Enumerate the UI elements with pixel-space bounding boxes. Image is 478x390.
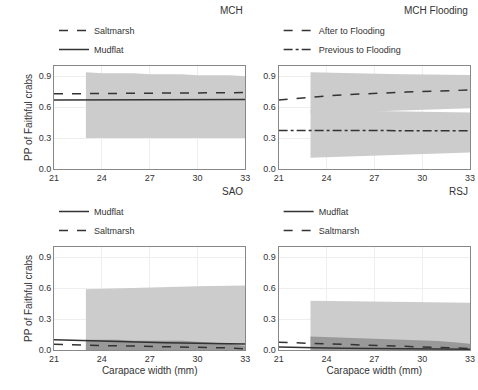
svg-text:0.6: 0.6 [39, 102, 52, 112]
svg-text:0.3: 0.3 [39, 133, 52, 143]
svg-text:33: 33 [240, 354, 250, 364]
svg-text:24: 24 [97, 354, 107, 364]
svg-text:0.9: 0.9 [39, 252, 52, 262]
svg-text:33: 33 [240, 173, 250, 183]
svg-text:0.3: 0.3 [39, 314, 52, 324]
svg-text:24: 24 [321, 354, 331, 364]
svg-text:After to Flooding: After to Flooding [319, 26, 385, 36]
svg-text:PP of Faithful crabs: PP of Faithful crabs [23, 74, 34, 161]
svg-text:Saltmarsh: Saltmarsh [94, 26, 135, 36]
svg-text:0.6: 0.6 [263, 102, 276, 112]
svg-text:21: 21 [49, 354, 59, 364]
svg-text:Carapace width (mm): Carapace width (mm) [327, 365, 423, 376]
svg-text:0.0: 0.0 [263, 345, 276, 355]
svg-text:21: 21 [274, 354, 284, 364]
svg-text:33: 33 [465, 354, 475, 364]
svg-text:Saltmarsh: Saltmarsh [94, 226, 135, 236]
svg-text:0.6: 0.6 [263, 283, 276, 293]
svg-text:0.0: 0.0 [263, 164, 276, 174]
svg-text:21: 21 [274, 173, 284, 183]
svg-text:Mudflat: Mudflat [94, 45, 124, 55]
svg-text:24: 24 [321, 173, 331, 183]
svg-text:27: 27 [369, 354, 379, 364]
svg-text:27: 27 [145, 173, 155, 183]
svg-text:0.0: 0.0 [39, 345, 52, 355]
svg-text:24: 24 [97, 173, 107, 183]
svg-text:PP of Faithful crabs: PP of Faithful crabs [23, 255, 34, 342]
svg-text:30: 30 [193, 354, 203, 364]
svg-text:0.9: 0.9 [263, 71, 276, 81]
svg-text:SAO: SAO [222, 186, 243, 197]
svg-text:MCH Flooding: MCH Flooding [404, 5, 468, 16]
svg-text:30: 30 [193, 173, 203, 183]
svg-text:Carapace width (mm): Carapace width (mm) [102, 365, 198, 376]
svg-text:MCH: MCH [220, 5, 243, 16]
svg-text:Mudflat: Mudflat [94, 207, 124, 217]
svg-text:0.3: 0.3 [263, 314, 276, 324]
svg-text:0.9: 0.9 [39, 71, 52, 81]
svg-text:RSJ: RSJ [449, 186, 468, 197]
svg-text:33: 33 [465, 173, 475, 183]
svg-text:0.9: 0.9 [263, 252, 276, 262]
svg-text:27: 27 [369, 173, 379, 183]
svg-text:Saltmarsh: Saltmarsh [319, 226, 360, 236]
svg-text:30: 30 [417, 173, 427, 183]
svg-text:Mudflat: Mudflat [319, 207, 349, 217]
svg-text:0.0: 0.0 [39, 164, 52, 174]
svg-text:Previous to Flooding: Previous to Flooding [319, 45, 401, 55]
svg-text:0.6: 0.6 [39, 283, 52, 293]
svg-text:21: 21 [49, 173, 59, 183]
svg-text:30: 30 [417, 354, 427, 364]
svg-text:0.3: 0.3 [263, 133, 276, 143]
svg-text:27: 27 [145, 354, 155, 364]
